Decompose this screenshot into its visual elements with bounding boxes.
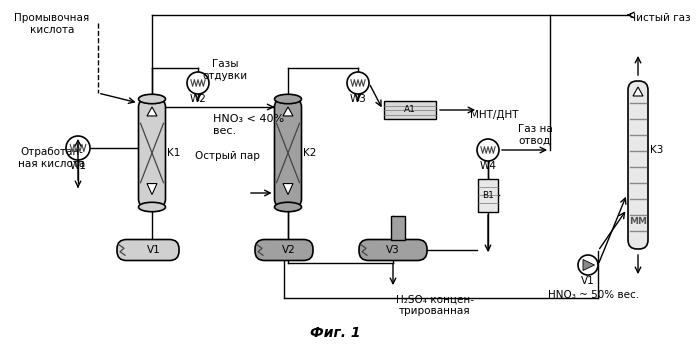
Text: W4: W4 — [480, 161, 496, 171]
Text: W1: W1 — [70, 161, 87, 171]
Text: V2: V2 — [282, 245, 296, 255]
Ellipse shape — [274, 202, 302, 212]
Polygon shape — [283, 107, 293, 116]
FancyBboxPatch shape — [274, 99, 302, 207]
Text: HNO₃ ~ 50% вес.: HNO₃ ~ 50% вес. — [548, 290, 639, 300]
Text: W3: W3 — [350, 94, 366, 104]
Text: Промывочная
кислота: Промывочная кислота — [15, 13, 89, 35]
Text: K3: K3 — [650, 145, 663, 155]
Text: Чистый газ: Чистый газ — [629, 13, 691, 23]
Polygon shape — [633, 87, 643, 96]
Text: HNO₃ < 40%
вес.: HNO₃ < 40% вес. — [213, 114, 284, 136]
Polygon shape — [283, 184, 293, 195]
Circle shape — [187, 72, 209, 94]
Circle shape — [347, 72, 369, 94]
Text: V1: V1 — [147, 245, 161, 255]
Text: V1: V1 — [581, 276, 595, 286]
Text: B1: B1 — [482, 191, 494, 199]
Text: MM: MM — [629, 216, 647, 226]
Text: Газ на
отвод: Газ на отвод — [518, 124, 553, 146]
Text: A1: A1 — [404, 106, 416, 114]
Text: Острый пар: Острый пар — [195, 151, 260, 161]
FancyBboxPatch shape — [391, 216, 405, 240]
Text: W2: W2 — [190, 94, 207, 104]
FancyBboxPatch shape — [384, 101, 436, 119]
FancyBboxPatch shape — [255, 239, 313, 261]
FancyBboxPatch shape — [478, 179, 498, 211]
FancyBboxPatch shape — [138, 99, 165, 207]
FancyBboxPatch shape — [359, 239, 427, 261]
Text: K1: K1 — [168, 148, 181, 158]
Text: K2: K2 — [304, 148, 317, 158]
Ellipse shape — [274, 94, 302, 104]
Polygon shape — [147, 184, 157, 195]
FancyBboxPatch shape — [117, 239, 179, 261]
Text: МНТ/ДНТ: МНТ/ДНТ — [470, 110, 519, 120]
Text: Отработан-
ная кислота: Отработан- ная кислота — [18, 147, 86, 169]
Circle shape — [578, 255, 598, 275]
Ellipse shape — [138, 94, 165, 104]
Text: Фиг. 1: Фиг. 1 — [310, 326, 360, 340]
Text: H₂SO₄ концен-
трированная: H₂SO₄ концен- трированная — [396, 294, 474, 316]
Ellipse shape — [138, 202, 165, 212]
Polygon shape — [147, 107, 157, 116]
Text: V3: V3 — [386, 245, 400, 255]
Polygon shape — [583, 259, 595, 270]
FancyBboxPatch shape — [628, 81, 648, 249]
Text: Газы
отдувки: Газы отдувки — [202, 59, 248, 81]
Circle shape — [66, 136, 90, 160]
Circle shape — [477, 139, 499, 161]
